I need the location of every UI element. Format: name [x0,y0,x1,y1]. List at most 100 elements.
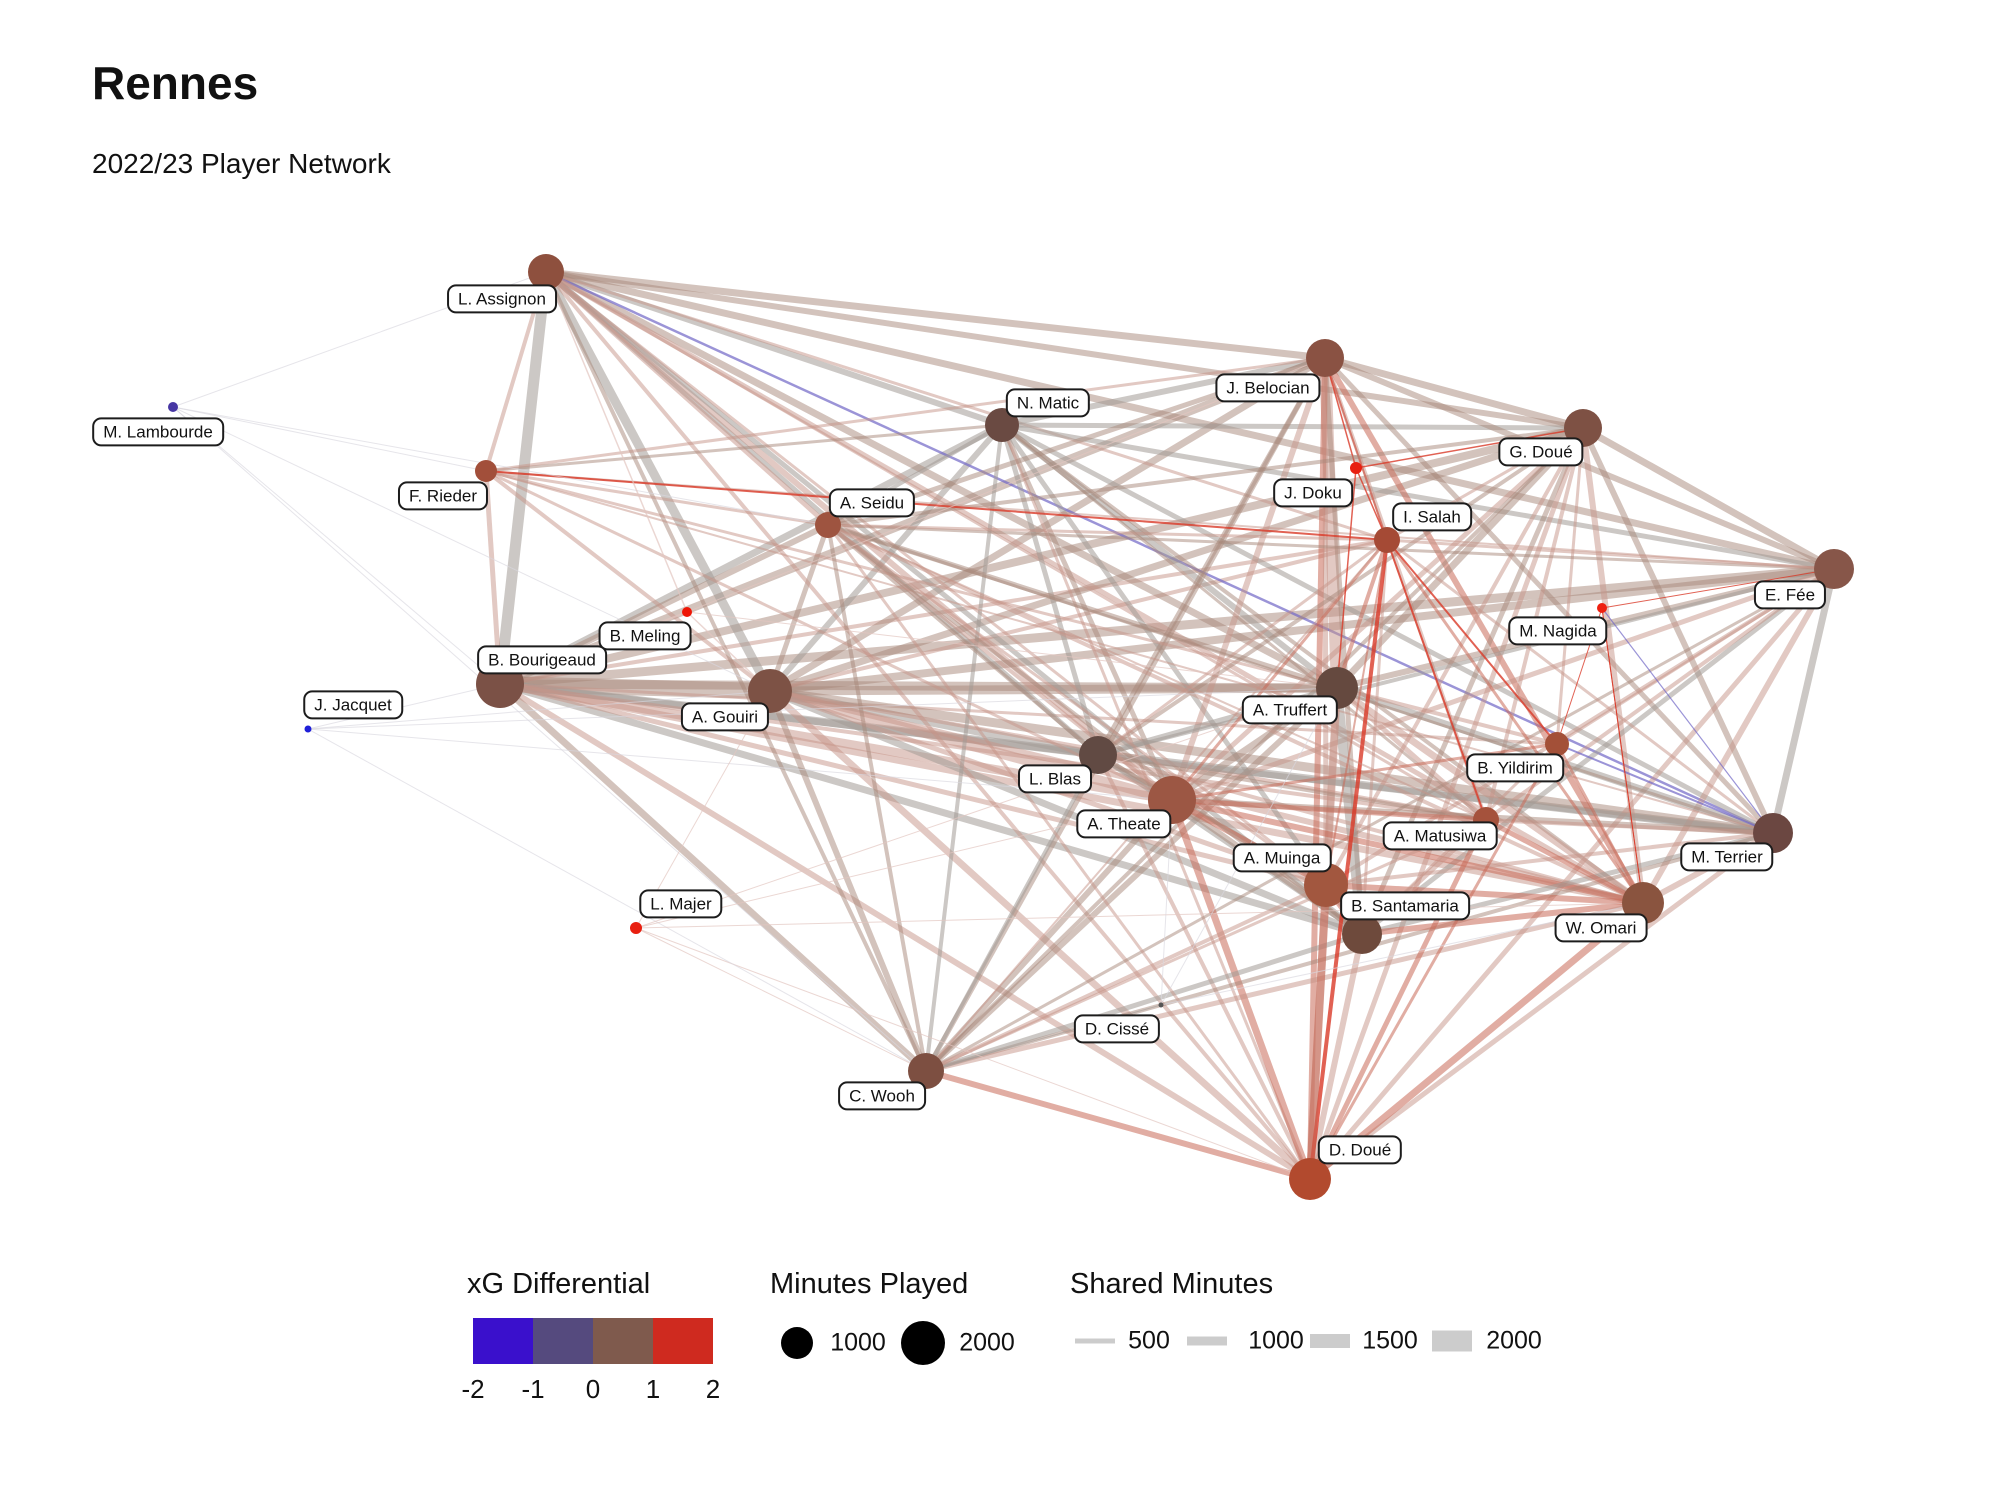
player-label-gouiri: A. Gouiri [680,702,770,732]
nodes-layer [168,254,1854,1200]
edge-omari-salah [1385,539,1645,904]
player-label-theate: A. Theate [1076,809,1172,839]
player-label-muinga: A. Muinga [1232,843,1332,873]
edge-belocian-doku [1324,357,1357,469]
edge-truffert-rieder [485,469,1338,690]
player-node-nagida [1597,603,1607,613]
minutes-legend-value-2000: 2000 [959,1328,1015,1357]
player-node-lambourde [168,402,178,412]
shared-legend-value-1500: 1500 [1362,1326,1418,1355]
edge-omari-yildirim [1555,743,1645,904]
edge-fee-terrier [1769,568,1838,834]
player-label-truffert: A. Truffert [1241,695,1339,725]
edge-assignon-seidu [544,270,830,527]
edge-salah-yildirim [1386,539,1558,745]
edge-assignon-fee [545,268,1835,573]
player-node-muinga [1304,863,1348,907]
edge-terrier-ddoue [1308,830,1775,1182]
edge-omari-santamaria [1361,900,1644,937]
edge-theate-wooh [923,797,1175,1074]
edge-terrier-nagida [1601,607,1774,834]
edge-gouiri-wooh [767,689,929,1073]
xg-tick--1: -1 [521,1374,545,1404]
player-label-matusiwa: A. Matusiwa [1382,821,1498,851]
shared-legend-value-500: 500 [1128,1326,1170,1355]
edge-fee-blas [1097,567,1835,757]
edge-gouiri-seidu [767,524,831,692]
edge-matic-fee [1001,422,1835,572]
edge-matic-terrier [1000,422,1775,836]
edge-meling-assignon [545,271,688,613]
edge-gdoue-ddoue [1307,427,1586,1180]
edge-meling-truffert [686,611,1338,689]
edge-matic-theate [999,423,1175,802]
player-label-nagida: M. Nagida [1508,616,1608,646]
xg-tick-1: 1 [645,1374,661,1404]
edge-seidu-muinga [827,523,1327,887]
edge-fee-omari [1640,567,1837,905]
player-label-santamaria: B. Santamaria [1340,891,1470,921]
edge-seidu-salah [827,523,1388,542]
edge-fee-ddoue [1308,567,1836,1181]
edge-doku-truffert [1336,467,1357,689]
edge-gdoue-blas [1096,426,1585,757]
shared-legend-value-1000: 1000 [1248,1326,1304,1355]
edge-ddoue-matusiwa [1307,818,1489,1181]
edge-cisse-theate [1160,799,1173,1006]
edge-lambourde-wooh [172,406,927,1072]
shared-legend-title: Shared Minutes [1070,1268,1274,1300]
player-label-rieder: F. Rieder [397,481,489,511]
edge-wooh-muinga [925,883,1327,1073]
edge-fee-theate [1171,566,1835,803]
player-label-omari: W. Omari [1554,913,1648,943]
edge-terrier-yildirim [1556,743,1774,834]
edge-gouiri-terrier [769,686,1774,838]
shared-legend-value-2000: 2000 [1486,1326,1542,1355]
edges-layer [172,268,1838,1182]
edge-fee-wooh [925,567,1835,1073]
shared-legend-line-2000 [1432,1330,1472,1352]
edge-nagida-omari [1601,607,1644,904]
edge-majer-wooh [635,927,927,1072]
player-label-bourigeaud: B. Bourigeaud [477,645,607,675]
edge-theate-rieder [485,469,1173,802]
edge-wooh-seidu [826,524,928,1072]
player-node-yildirim [1545,732,1569,756]
edge-ddoue-seidu [826,524,1312,1180]
player-label-fee: E. Fée [1753,580,1827,610]
edge-belocian-gdoue [1324,354,1584,432]
edge-salah-doku [1355,467,1388,541]
edge-salah-muinga [1325,539,1388,886]
edge-omari-matusiwa [1484,817,1645,906]
edge-assignon-wooh [544,271,928,1072]
xg-colorbar-segment-3 [653,1318,713,1364]
edge-assignon-matusiwa [545,270,1487,822]
edge-assignon-belocian [545,268,1326,362]
player-node-wooh [908,1053,944,1089]
xg-colorbar-segment-1 [533,1318,593,1364]
edge-blas-terrier [1097,752,1774,836]
edge-lambourde-seidu [172,406,829,526]
player-label-wooh: C. Wooh [838,1081,926,1111]
player-node-rieder [475,460,497,482]
edge-wooh-ddoue [925,1068,1311,1182]
player-node-jacquet [304,725,312,733]
xg-colorbar [473,1318,713,1364]
edge-belocian-terrier [1323,356,1775,835]
shared-legend-line-1500 [1310,1334,1350,1348]
edge-jacquet-wooh [307,728,927,1072]
minutes-legend-title: Minutes Played [770,1268,969,1300]
edge-fee-seidu [827,523,1835,571]
edge-ddoue-salah [1308,539,1389,1180]
edge-terrier-seidu [827,523,1774,835]
player-label-doku: J. Doku [1273,478,1353,508]
player-node-gouiri [748,669,792,713]
edge-truffert-yildirim [1336,686,1558,746]
player-node-salah [1374,527,1400,553]
edge-blas-salah [1097,538,1388,757]
player-label-lambourde: M. Lambourde [92,417,224,447]
edge-ddoue-majer [635,927,1311,1180]
edge-nagida-fee [1601,568,1835,609]
player-label-belocian: J. Belocian [1215,373,1321,403]
